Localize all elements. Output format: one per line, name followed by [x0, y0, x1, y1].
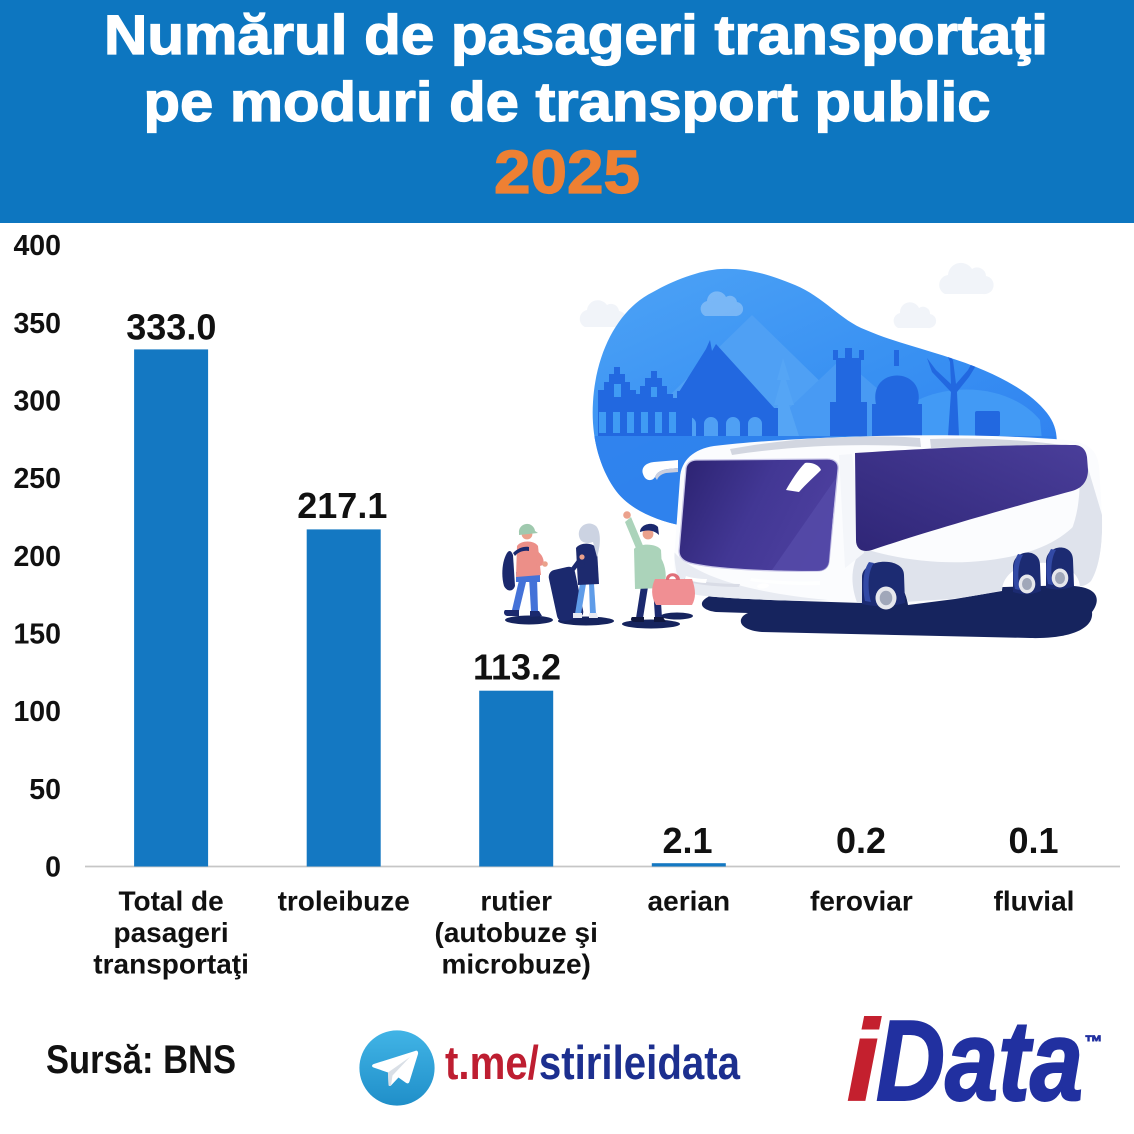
svg-text:400: 400	[13, 230, 61, 262]
svg-text:pasageri: pasageri	[114, 917, 229, 948]
svg-text:250: 250	[13, 463, 61, 495]
svg-text:troleibuze: troleibuze	[278, 886, 410, 917]
svg-text:113.2: 113.2	[473, 647, 561, 688]
svg-text:fluvial: fluvial	[994, 886, 1075, 917]
svg-text:(autobuze şi: (autobuze şi	[435, 917, 598, 948]
svg-text:350: 350	[13, 308, 61, 340]
svg-text:aerian: aerian	[648, 886, 731, 917]
svg-text:0: 0	[45, 851, 61, 883]
svg-text:feroviar: feroviar	[810, 886, 913, 917]
svg-text:Numărul de pasageri transporta: Numărul de pasageri transportaţi	[104, 3, 1048, 66]
svg-text:Data: Data	[876, 998, 1083, 1125]
svg-text:microbuze): microbuze)	[442, 949, 591, 980]
svg-text:Sursă: BNS: Sursă: BNS	[46, 1038, 236, 1082]
svg-text:Total de: Total de	[118, 886, 223, 917]
svg-text:rutier: rutier	[480, 886, 552, 917]
svg-text:2.1: 2.1	[662, 820, 712, 861]
svg-text:217.1: 217.1	[297, 485, 387, 526]
svg-text:0.1: 0.1	[1008, 820, 1058, 861]
svg-text:333.0: 333.0	[126, 307, 216, 348]
svg-text:transportaţi: transportaţi	[93, 949, 249, 980]
svg-text:50: 50	[29, 774, 61, 806]
svg-text:200: 200	[13, 541, 61, 573]
svg-text:t.me/stirileidata: t.me/stirileidata	[445, 1036, 741, 1089]
svg-text:™: ™	[1084, 1032, 1102, 1052]
svg-text:150: 150	[13, 619, 61, 651]
svg-text:300: 300	[13, 386, 61, 418]
svg-text:2025: 2025	[494, 138, 640, 206]
svg-text:pe moduri de transport public: pe moduri de transport public	[144, 70, 991, 133]
svg-text:i: i	[847, 998, 881, 1125]
svg-text:100: 100	[13, 696, 61, 728]
svg-text:0.2: 0.2	[836, 820, 886, 861]
